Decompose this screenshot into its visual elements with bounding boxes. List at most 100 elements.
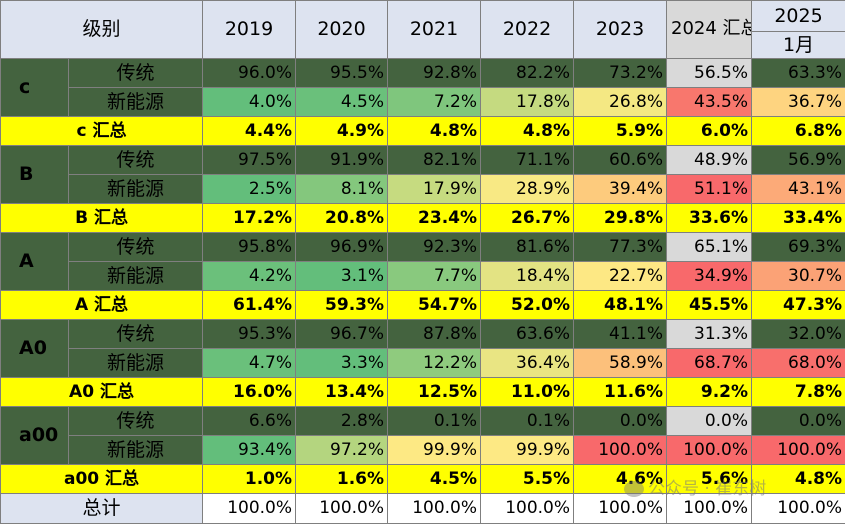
summary-cell: 33.4% bbox=[752, 204, 845, 233]
summary-cell: 59.3% bbox=[296, 291, 388, 320]
data-cell: 65.1% bbox=[667, 233, 752, 262]
header-month: 1月 bbox=[752, 32, 845, 59]
data-cell: 68.0% bbox=[752, 349, 845, 378]
data-cell: 4.5% bbox=[296, 88, 388, 117]
data-cell: 99.9% bbox=[388, 436, 481, 465]
data-cell: 3.1% bbox=[296, 262, 388, 291]
data-cell: 95.3% bbox=[203, 320, 296, 349]
data-cell: 3.3% bbox=[296, 349, 388, 378]
summary-cell: 23.4% bbox=[388, 204, 481, 233]
data-cell: 63.6% bbox=[481, 320, 574, 349]
summary-cell: 29.8% bbox=[574, 204, 667, 233]
summary-cell: 16.0% bbox=[203, 378, 296, 407]
summary-label: a00 汇总 bbox=[1, 465, 203, 494]
data-cell: 93.4% bbox=[203, 436, 296, 465]
summary-cell: 4.8% bbox=[481, 117, 574, 146]
level-label: A0 bbox=[1, 320, 69, 378]
summary-label: c 汇总 bbox=[1, 117, 203, 146]
data-cell: 34.9% bbox=[667, 262, 752, 291]
data-cell: 32.0% bbox=[752, 320, 845, 349]
data-cell: 96.0% bbox=[203, 59, 296, 88]
data-cell: 0.1% bbox=[481, 407, 574, 436]
data-cell: 28.9% bbox=[481, 175, 574, 204]
summary-cell: 4.8% bbox=[388, 117, 481, 146]
data-cell: 96.9% bbox=[296, 233, 388, 262]
level-label: A bbox=[1, 233, 69, 291]
data-cell: 4.0% bbox=[203, 88, 296, 117]
summary-cell: 9.2% bbox=[667, 378, 752, 407]
summary-cell: 6.8% bbox=[752, 117, 845, 146]
data-cell: 60.6% bbox=[574, 146, 667, 175]
data-cell: 97.5% bbox=[203, 146, 296, 175]
summary-cell: 11.0% bbox=[481, 378, 574, 407]
data-cell: 100.0% bbox=[752, 436, 845, 465]
row-label: 新能源 bbox=[69, 262, 203, 291]
summary-cell: 48.1% bbox=[574, 291, 667, 320]
data-cell: 95.5% bbox=[296, 59, 388, 88]
data-cell: 91.9% bbox=[296, 146, 388, 175]
row-label: 传统 bbox=[69, 146, 203, 175]
summary-cell: 6.0% bbox=[667, 117, 752, 146]
total-cell: 100.0% bbox=[388, 494, 481, 524]
summary-cell: 11.6% bbox=[574, 378, 667, 407]
data-cell: 73.2% bbox=[574, 59, 667, 88]
summary-cell: 13.4% bbox=[296, 378, 388, 407]
data-cell: 0.0% bbox=[667, 407, 752, 436]
total-cell: 100.0% bbox=[481, 494, 574, 524]
data-cell: 22.7% bbox=[574, 262, 667, 291]
summary-cell: 1.6% bbox=[296, 465, 388, 494]
data-cell: 6.6% bbox=[203, 407, 296, 436]
header-year: 2022 bbox=[481, 1, 574, 59]
header-level: 级别 bbox=[1, 1, 203, 59]
summary-cell: 17.2% bbox=[203, 204, 296, 233]
summary-cell: 54.7% bbox=[388, 291, 481, 320]
summary-label: B 汇总 bbox=[1, 204, 203, 233]
data-cell: 43.5% bbox=[667, 88, 752, 117]
data-cell: 18.4% bbox=[481, 262, 574, 291]
summary-cell: 4.4% bbox=[203, 117, 296, 146]
header-2025: 2025 bbox=[752, 1, 845, 32]
summary-cell: 5.5% bbox=[481, 465, 574, 494]
data-cell: 0.0% bbox=[574, 407, 667, 436]
total-cell: 100.0% bbox=[203, 494, 296, 524]
row-label: 传统 bbox=[69, 407, 203, 436]
data-cell: 0.0% bbox=[752, 407, 845, 436]
data-cell: 41.1% bbox=[574, 320, 667, 349]
data-cell: 30.7% bbox=[752, 262, 845, 291]
summary-label: A0 汇总 bbox=[1, 378, 203, 407]
data-cell: 82.1% bbox=[388, 146, 481, 175]
data-cell: 68.7% bbox=[667, 349, 752, 378]
summary-cell: 26.7% bbox=[481, 204, 574, 233]
data-cell: 92.8% bbox=[388, 59, 481, 88]
data-cell: 17.8% bbox=[481, 88, 574, 117]
data-cell: 100.0% bbox=[574, 436, 667, 465]
data-cell: 69.3% bbox=[752, 233, 845, 262]
data-cell: 43.1% bbox=[752, 175, 845, 204]
data-cell: 17.9% bbox=[388, 175, 481, 204]
level-label: B bbox=[1, 146, 69, 204]
data-cell: 48.9% bbox=[667, 146, 752, 175]
data-cell: 100.0% bbox=[667, 436, 752, 465]
summary-cell: 4.9% bbox=[296, 117, 388, 146]
data-cell: 58.9% bbox=[574, 349, 667, 378]
data-cell: 71.1% bbox=[481, 146, 574, 175]
summary-cell: 7.8% bbox=[752, 378, 845, 407]
data-cell: 56.5% bbox=[667, 59, 752, 88]
row-label: 传统 bbox=[69, 320, 203, 349]
data-cell: 99.9% bbox=[481, 436, 574, 465]
data-cell: 7.2% bbox=[388, 88, 481, 117]
summary-cell: 5.9% bbox=[574, 117, 667, 146]
